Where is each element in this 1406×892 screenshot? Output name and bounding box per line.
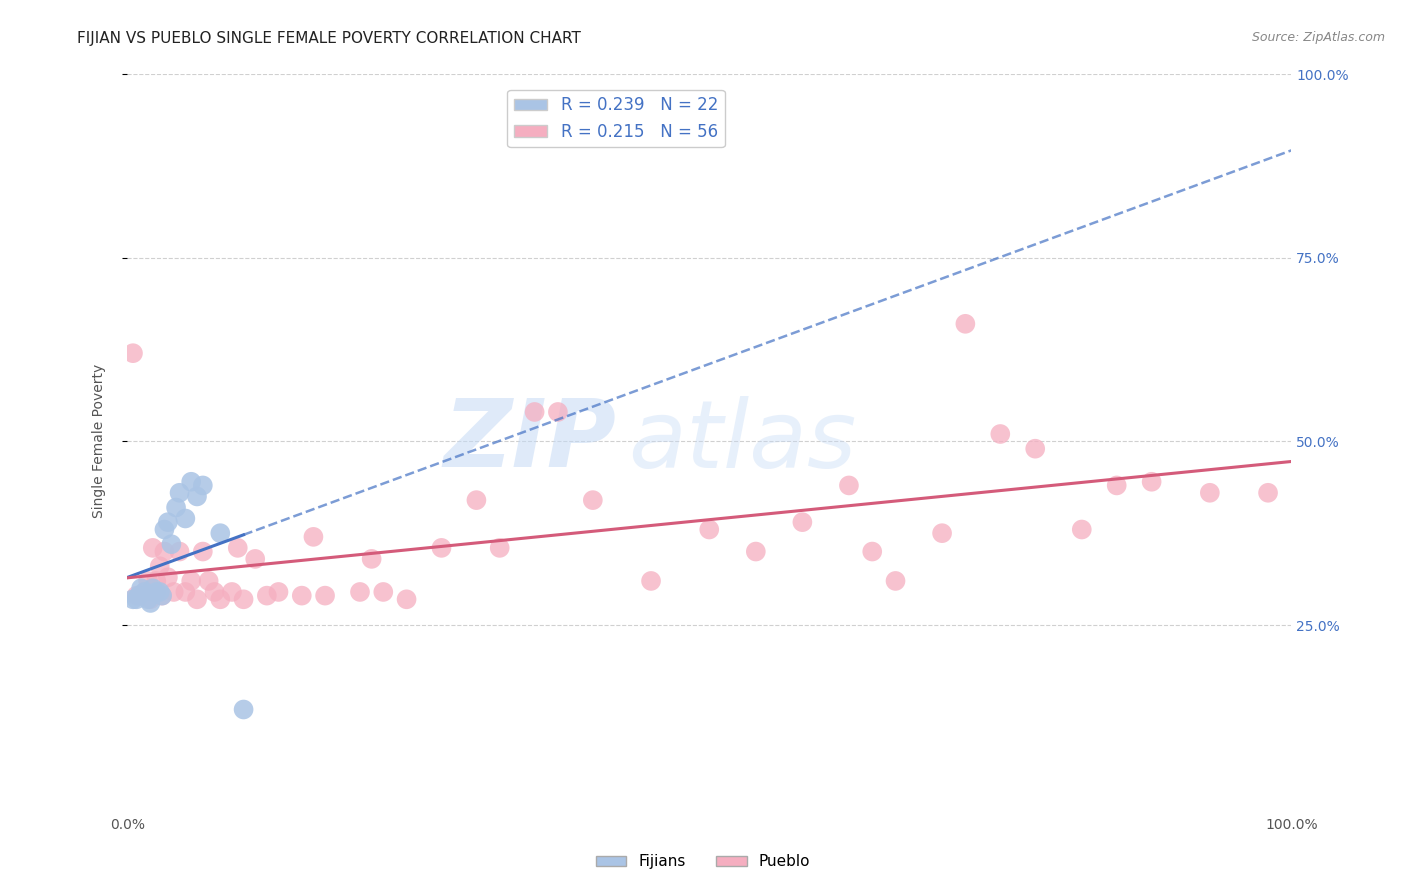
Point xyxy=(221,585,243,599)
Point xyxy=(884,574,907,588)
Point xyxy=(122,346,145,360)
Point xyxy=(745,544,768,558)
Point xyxy=(226,541,249,555)
Text: atlas: atlas xyxy=(627,396,856,487)
Y-axis label: Single Female Poverty: Single Female Poverty xyxy=(93,364,107,518)
Point xyxy=(165,500,187,515)
Point xyxy=(955,317,977,331)
Point xyxy=(488,541,510,555)
Point xyxy=(145,585,167,599)
Point xyxy=(430,541,453,555)
Point xyxy=(838,478,860,492)
Point xyxy=(142,582,165,596)
Point xyxy=(1105,478,1128,492)
Point xyxy=(209,592,232,607)
Point xyxy=(302,530,325,544)
Point xyxy=(360,552,382,566)
Point xyxy=(291,589,314,603)
Point xyxy=(128,589,150,603)
Point xyxy=(163,585,186,599)
Point xyxy=(988,427,1011,442)
Point xyxy=(145,574,167,588)
Point xyxy=(150,589,173,603)
Point xyxy=(232,702,254,716)
Legend: Fijians, Pueblo: Fijians, Pueblo xyxy=(589,848,817,875)
Point xyxy=(139,592,162,607)
Point xyxy=(523,405,546,419)
Point xyxy=(232,592,254,607)
Point xyxy=(256,589,278,603)
Legend: R = 0.239   N = 22, R = 0.215   N = 56: R = 0.239 N = 22, R = 0.215 N = 56 xyxy=(508,90,725,147)
Point xyxy=(150,589,173,603)
Point xyxy=(245,552,267,566)
Point xyxy=(149,585,172,599)
Point xyxy=(349,585,371,599)
Point xyxy=(149,559,172,574)
Point xyxy=(174,585,197,599)
Point xyxy=(267,585,290,599)
Point xyxy=(186,490,208,504)
Point xyxy=(373,585,395,599)
Point xyxy=(129,582,152,596)
Point xyxy=(153,544,176,558)
Point xyxy=(197,574,219,588)
Point xyxy=(1024,442,1046,456)
Point xyxy=(153,523,176,537)
Point xyxy=(186,592,208,607)
Text: ZIP: ZIP xyxy=(443,395,616,487)
Point xyxy=(465,493,488,508)
Point xyxy=(139,596,162,610)
Point xyxy=(180,574,202,588)
Point xyxy=(134,585,156,599)
Point xyxy=(136,592,159,607)
Point xyxy=(122,592,145,607)
Point xyxy=(191,478,214,492)
Point xyxy=(191,544,214,558)
Point xyxy=(860,544,883,558)
Point xyxy=(136,574,159,588)
Point xyxy=(125,589,148,603)
Point xyxy=(582,493,605,508)
Point xyxy=(125,592,148,607)
Point xyxy=(169,485,191,500)
Point xyxy=(142,541,165,555)
Point xyxy=(156,515,179,529)
Text: FIJIAN VS PUEBLO SINGLE FEMALE POVERTY CORRELATION CHART: FIJIAN VS PUEBLO SINGLE FEMALE POVERTY C… xyxy=(77,31,581,46)
Point xyxy=(1198,485,1220,500)
Point xyxy=(547,405,569,419)
Point xyxy=(1257,485,1279,500)
Point xyxy=(1140,475,1163,489)
Point xyxy=(174,511,197,525)
Point xyxy=(134,585,156,599)
Point xyxy=(395,592,418,607)
Point xyxy=(1070,523,1092,537)
Point xyxy=(204,585,226,599)
Point xyxy=(129,589,152,603)
Text: Source: ZipAtlas.com: Source: ZipAtlas.com xyxy=(1251,31,1385,45)
Point xyxy=(931,526,953,541)
Point xyxy=(640,574,662,588)
Point xyxy=(180,475,202,489)
Point xyxy=(209,526,232,541)
Point xyxy=(314,589,336,603)
Point xyxy=(697,523,720,537)
Point xyxy=(792,515,814,529)
Point xyxy=(160,537,183,551)
Point xyxy=(169,544,191,558)
Point xyxy=(156,570,179,584)
